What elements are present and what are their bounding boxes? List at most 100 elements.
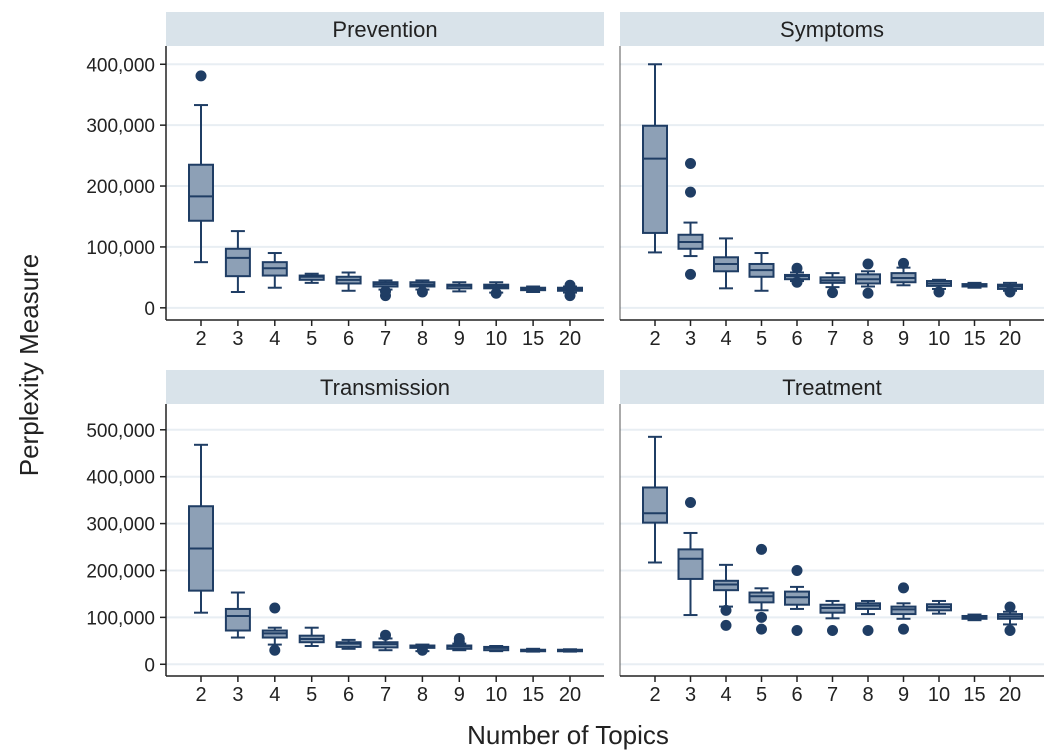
outlier-point bbox=[720, 619, 732, 631]
x-tick-label: 20 bbox=[999, 328, 1021, 350]
x-tick-label: 6 bbox=[343, 328, 354, 350]
x-tick-label: 4 bbox=[720, 328, 731, 350]
box-2 bbox=[188, 443, 214, 614]
outlier-point bbox=[756, 611, 767, 623]
x-tick-label: 9 bbox=[898, 684, 909, 706]
panel-strip bbox=[620, 370, 1044, 404]
box-8 bbox=[409, 643, 436, 656]
y-tick-label: 0 bbox=[144, 299, 155, 320]
box-8 bbox=[855, 258, 881, 299]
outlier-point bbox=[564, 290, 576, 302]
x-tick-label: 3 bbox=[685, 684, 696, 706]
outlier-point bbox=[1004, 286, 1016, 298]
x-tick-label: 5 bbox=[756, 684, 767, 706]
outlier-point bbox=[791, 625, 803, 637]
box-5 bbox=[298, 626, 325, 647]
box-iqr bbox=[677, 548, 704, 580]
box-8 bbox=[409, 279, 436, 298]
x-tick-label: 10 bbox=[485, 684, 507, 706]
x-tick-label: 2 bbox=[195, 328, 206, 350]
outlier-point bbox=[564, 279, 576, 291]
x-tick-label: 15 bbox=[963, 328, 985, 350]
box-15 bbox=[961, 281, 988, 289]
x-tick-label: 10 bbox=[928, 684, 950, 706]
box-6 bbox=[335, 638, 362, 650]
panel-transmission: Transmission 0 100,000 200,000 300,000 400,00… bbox=[86, 370, 604, 706]
box-6 bbox=[784, 564, 810, 637]
panel-symptoms: Symptoms 2 3 4 5 6 7 8 9 10 15 20 bbox=[619, 12, 1044, 350]
box-20 bbox=[557, 279, 583, 302]
x-tick-label: 2 bbox=[649, 684, 660, 706]
box-iqr bbox=[188, 163, 214, 222]
box-2 bbox=[188, 70, 214, 264]
box-4 bbox=[713, 563, 739, 631]
outlier-point bbox=[862, 287, 874, 299]
x-tick-label: 20 bbox=[999, 684, 1021, 706]
panel-title: Prevention bbox=[332, 17, 437, 42]
panel-strip bbox=[166, 12, 604, 46]
box-20 bbox=[997, 601, 1023, 637]
outlier-point bbox=[453, 632, 465, 644]
box-iqr bbox=[642, 486, 668, 524]
box-9 bbox=[890, 582, 917, 635]
x-tick-label: 2 bbox=[649, 328, 660, 350]
box-7 bbox=[372, 629, 399, 652]
y-tick-label: 300,000 bbox=[86, 116, 155, 137]
box-7 bbox=[372, 279, 399, 302]
x-axis-title: Number of Topics bbox=[467, 720, 669, 750]
box-6 bbox=[784, 262, 810, 288]
box-iqr bbox=[224, 247, 251, 278]
outlier-point bbox=[685, 158, 696, 170]
box-15 bbox=[961, 613, 988, 622]
y-tick-label: 400,000 bbox=[86, 468, 155, 489]
box-5 bbox=[748, 543, 775, 635]
y-tick-label: 100,000 bbox=[86, 238, 155, 259]
x-tick-label: 5 bbox=[306, 684, 317, 706]
x-tick-label: 3 bbox=[685, 328, 696, 350]
x-tick-label: 4 bbox=[269, 684, 280, 706]
outlier-point bbox=[827, 287, 838, 299]
box-iqr bbox=[642, 124, 668, 234]
x-tick-label: 8 bbox=[862, 328, 873, 350]
panel-prevention: Prevention 0 100,000 200,000 300,000 400,000 2… bbox=[86, 12, 604, 350]
x-tick-label: 3 bbox=[232, 328, 243, 350]
y-tick-label: 0 bbox=[144, 655, 155, 676]
y-tick-label: 200,000 bbox=[86, 561, 155, 582]
y-axis-title: Perplexity Measure bbox=[14, 254, 44, 477]
box-10 bbox=[483, 281, 510, 299]
outlier-point bbox=[791, 564, 803, 576]
outlier-point bbox=[791, 262, 803, 274]
y-tick-label: 400,000 bbox=[86, 55, 155, 76]
outlier-point bbox=[416, 286, 428, 298]
outlier-point bbox=[827, 625, 838, 637]
x-tick-label: 4 bbox=[269, 328, 280, 350]
panel-title: Transmission bbox=[320, 375, 450, 400]
x-tick-label: 7 bbox=[827, 328, 838, 350]
panel-title: Treatment bbox=[782, 375, 881, 400]
outlier-point bbox=[898, 257, 909, 269]
box-10 bbox=[926, 599, 952, 615]
y-tick-label: 100,000 bbox=[86, 608, 155, 629]
outlier-point bbox=[720, 604, 732, 616]
box-7 bbox=[819, 272, 846, 299]
box-9 bbox=[446, 281, 473, 293]
outlier-point bbox=[685, 496, 696, 508]
panel-title: Symptoms bbox=[780, 17, 884, 42]
box-5 bbox=[298, 272, 325, 284]
box-2 bbox=[642, 63, 668, 254]
outlier-point bbox=[756, 623, 767, 635]
outlier-point bbox=[898, 582, 909, 594]
x-tick-label: 8 bbox=[417, 328, 428, 350]
y-tick-label: 500,000 bbox=[86, 421, 155, 442]
box-15 bbox=[520, 285, 547, 293]
box-4 bbox=[261, 602, 288, 656]
outlier-point bbox=[685, 186, 696, 198]
box-8 bbox=[855, 599, 881, 637]
x-tick-label: 5 bbox=[756, 328, 767, 350]
x-tick-label: 9 bbox=[454, 684, 465, 706]
outlier-point bbox=[862, 625, 874, 637]
box-5 bbox=[748, 252, 775, 292]
box-20 bbox=[997, 281, 1023, 298]
x-tick-label: 8 bbox=[862, 684, 873, 706]
